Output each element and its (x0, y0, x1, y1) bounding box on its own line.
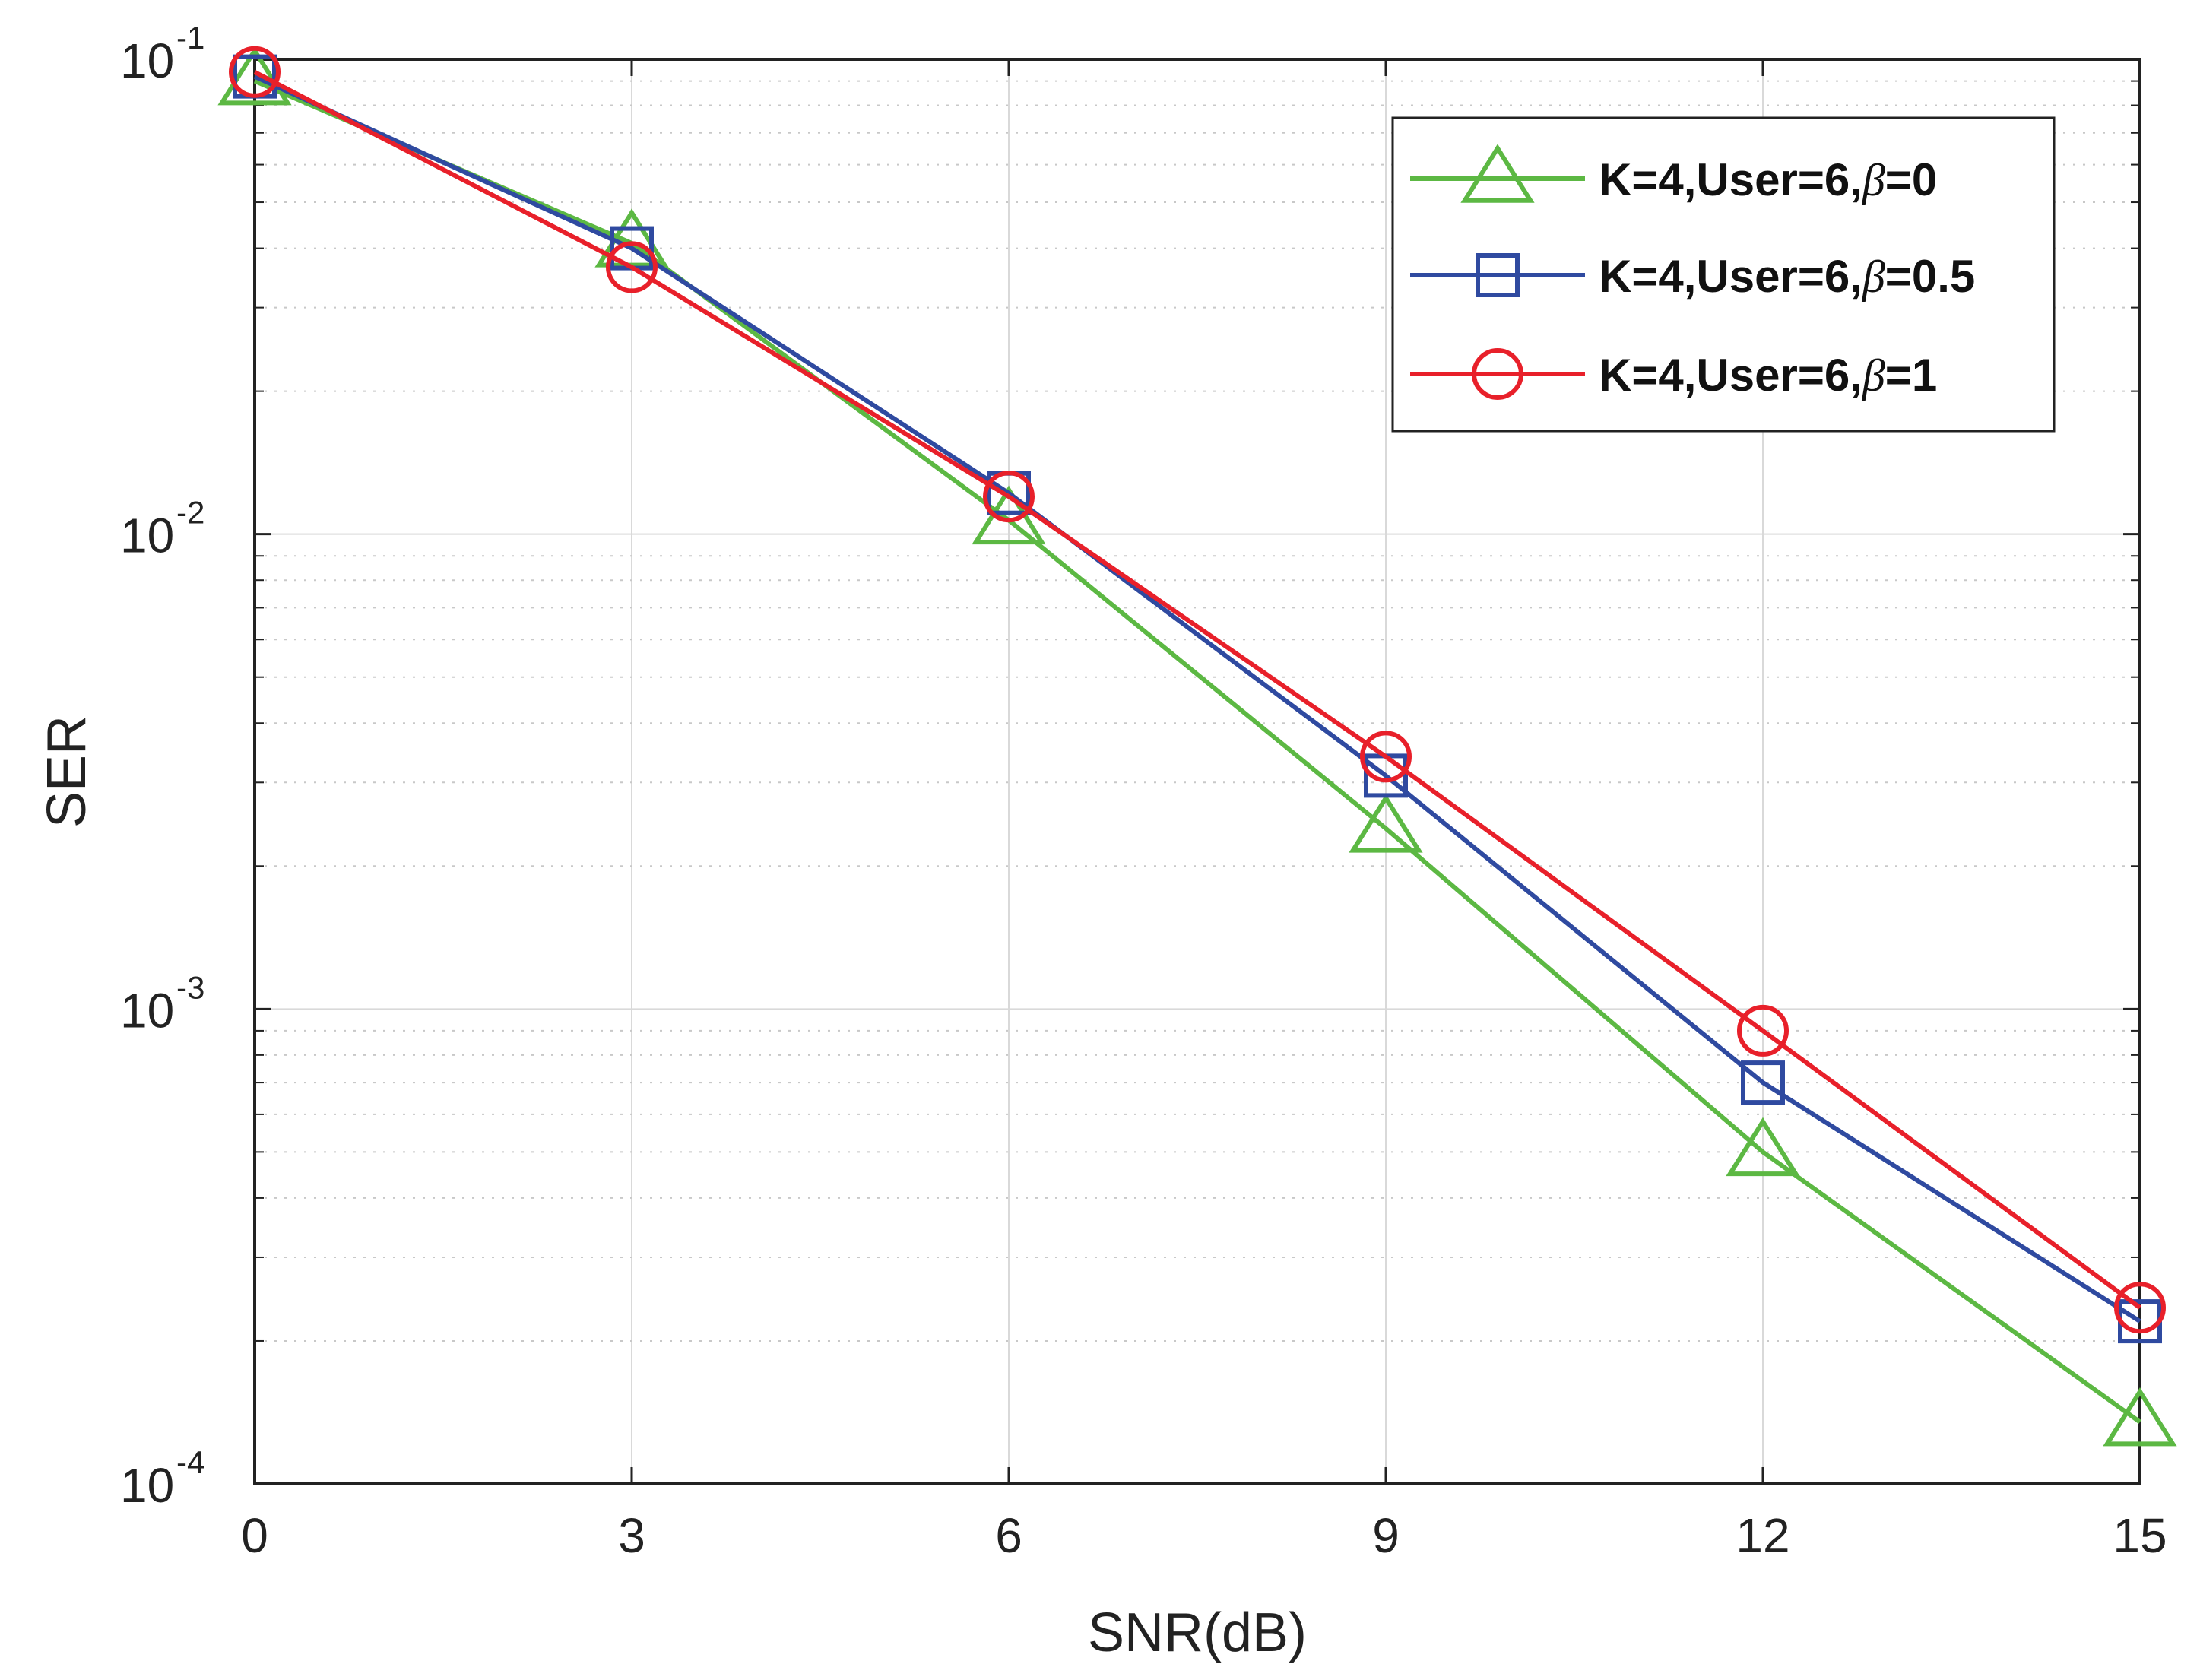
series-circle (229, 46, 2166, 1334)
legend-marker-circle (1472, 348, 1523, 400)
series-line-triangle (253, 78, 2141, 1425)
data-point-circle (229, 46, 281, 98)
series-layer (217, 46, 2177, 1447)
y-tick-base: 10 (120, 509, 174, 563)
x-tick-label: 0 (241, 1508, 268, 1563)
y-tick-base: 10 (120, 1458, 174, 1513)
y-axis-title: SER (36, 715, 97, 828)
legend-entry-square: K=4,User=6,β=0.5 (1410, 251, 1975, 302)
data-point-triangle (1349, 794, 1423, 853)
data-point-circle (1360, 731, 1412, 783)
y-tick-base: 10 (120, 33, 174, 88)
y-tick-exponent: -1 (176, 20, 204, 55)
data-point-circle (2114, 1282, 2166, 1334)
legend-label: K=4,User=6,β=0.5 (1599, 251, 1975, 302)
x-axis-title: SNR(dB) (1088, 1602, 1307, 1663)
y-tick-labels: 10-110-210-310-4 (120, 20, 204, 1513)
data-point-circle (983, 471, 1035, 523)
legend-marker-triangle (1460, 144, 1535, 203)
y-tick-label: 10 -1 (120, 20, 204, 88)
y-tick-label: 10 -2 (120, 495, 204, 563)
y-tick-label: 10 -3 (120, 969, 204, 1038)
legend-label: K=4,User=6,β=0 (1599, 154, 1937, 205)
x-tick-labels: 0 3 6 9 12 15 (241, 1508, 2167, 1563)
series-line-circle (253, 70, 2141, 1310)
y-tick-base: 10 (120, 983, 174, 1038)
data-point-triangle (217, 46, 292, 106)
x-tick-label: 9 (1372, 1508, 1400, 1563)
plot-area-frame (253, 58, 2141, 1485)
legend-label: K=4,User=6,β=1 (1599, 350, 1937, 401)
legend-entry-triangle: K=4,User=6,β=0 (1410, 144, 1937, 205)
y-tick-exponent: -2 (176, 495, 204, 531)
x-tick-label: 6 (995, 1508, 1022, 1563)
axis-ticks (253, 58, 2141, 1485)
series-triangle (217, 46, 2177, 1447)
legend: K=4,User=6,β=0 K=4,User=6,β=0.5 K=4,User=6… (1391, 116, 2056, 433)
y-tick-label: 10 -4 (120, 1444, 204, 1513)
x-tick-label: 3 (618, 1508, 645, 1563)
data-point-triangle (1726, 1117, 1800, 1177)
series-line-square (253, 74, 2141, 1323)
data-point-square (1741, 1060, 1785, 1105)
y-tick-exponent: -3 (176, 969, 204, 1005)
legend-entry-circle: K=4,User=6,β=1 (1410, 348, 1937, 401)
x-tick-label: 15 (2113, 1508, 2167, 1563)
legend-marker-square (1476, 253, 1520, 297)
data-point-circle (606, 241, 658, 293)
y-tick-exponent: -4 (176, 1444, 204, 1480)
data-point-circle (1737, 1004, 1789, 1057)
data-point-triangle (2103, 1387, 2177, 1447)
x-tick-label: 12 (1736, 1508, 1789, 1563)
